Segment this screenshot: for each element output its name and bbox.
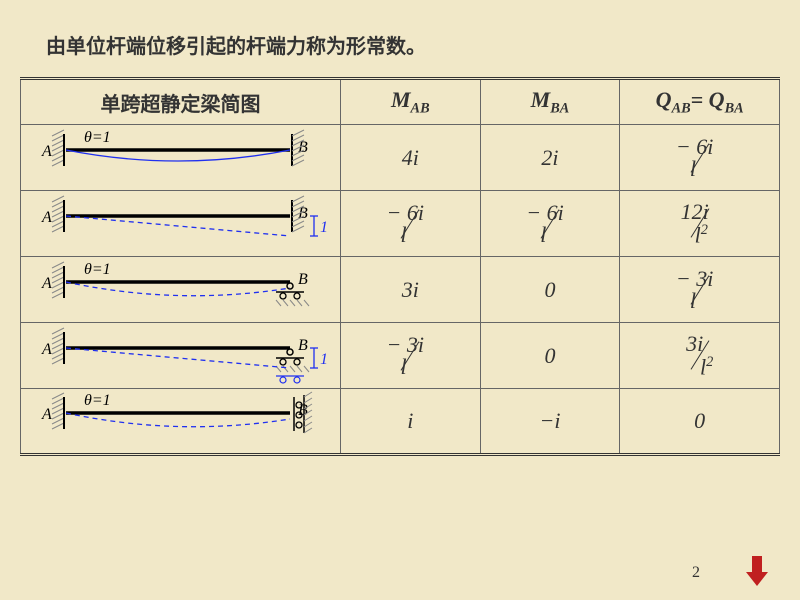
table-row: ABθ=14i2i− 6il bbox=[21, 125, 780, 191]
mab-cell: − 6il bbox=[340, 191, 480, 257]
qab-cell: − 3il bbox=[620, 257, 780, 323]
table-body: ABθ=14i2i− 6ilAB1− 6il− 6il12il2ABθ=13i0… bbox=[21, 125, 780, 455]
qab-cell: 12il2 bbox=[620, 191, 780, 257]
table-row: A B1 − 3il03il2 bbox=[21, 323, 780, 389]
qab-cell: 0 bbox=[620, 389, 780, 455]
mab-cell: − 3il bbox=[340, 323, 480, 389]
svg-text:A: A bbox=[41, 209, 52, 226]
constants-table: 单跨超静定梁简图 MAB MBA QAB= QBA ABθ=14i2i− 6il… bbox=[20, 77, 780, 456]
mba-cell: 0 bbox=[480, 323, 620, 389]
svg-text:A: A bbox=[41, 143, 52, 160]
mab-cell: 4i bbox=[340, 125, 480, 191]
slide: 由单位杆端位移引起的杆端力称为形常数。 单跨超静定梁简图 MAB MBA QAB… bbox=[0, 0, 800, 600]
qab-cell: − 6il bbox=[620, 125, 780, 191]
svg-text:B: B bbox=[298, 402, 308, 419]
svg-text:B: B bbox=[298, 337, 308, 354]
diagram-cell: A B1 bbox=[21, 323, 341, 389]
table-row: AB1− 6il− 6il12il2 bbox=[21, 191, 780, 257]
next-arrow-button[interactable] bbox=[744, 554, 770, 588]
header-mab: MAB bbox=[340, 79, 480, 125]
mab-cell: i bbox=[340, 389, 480, 455]
slide-title: 由单位杆端位移引起的杆端力称为形常数。 bbox=[46, 30, 780, 59]
table-header-row: 单跨超静定梁简图 MAB MBA QAB= QBA bbox=[21, 79, 780, 125]
table-row: A Bθ=1 3i0− 3il bbox=[21, 257, 780, 323]
svg-text:θ=1: θ=1 bbox=[84, 261, 111, 278]
table-row: A Bθ=1 i−i0 bbox=[21, 389, 780, 455]
svg-text:θ=1: θ=1 bbox=[84, 129, 111, 146]
mba-cell: 0 bbox=[480, 257, 620, 323]
mba-cell: − 6il bbox=[480, 191, 620, 257]
diagram-cell: ABθ=1 bbox=[21, 125, 341, 191]
svg-text:A: A bbox=[41, 275, 52, 292]
diagram-cell: A Bθ=1 bbox=[21, 257, 341, 323]
mba-cell: −i bbox=[480, 389, 620, 455]
diagram-cell: A Bθ=1 bbox=[21, 389, 341, 455]
mab-cell: 3i bbox=[340, 257, 480, 323]
header-mba: MBA bbox=[480, 79, 620, 125]
page-number: 2 bbox=[692, 564, 700, 582]
header-diagram: 单跨超静定梁简图 bbox=[21, 79, 341, 125]
svg-text:θ=1: θ=1 bbox=[84, 392, 111, 409]
svg-text:1: 1 bbox=[320, 219, 328, 236]
svg-text:A: A bbox=[41, 406, 52, 423]
mba-cell: 2i bbox=[480, 125, 620, 191]
arrow-down-icon bbox=[744, 554, 770, 588]
svg-text:A: A bbox=[41, 341, 52, 358]
svg-text:1: 1 bbox=[320, 351, 328, 368]
svg-text:B: B bbox=[298, 271, 308, 288]
diagram-cell: AB1 bbox=[21, 191, 341, 257]
qab-cell: 3il2 bbox=[620, 323, 780, 389]
header-qab: QAB= QBA bbox=[620, 79, 780, 125]
